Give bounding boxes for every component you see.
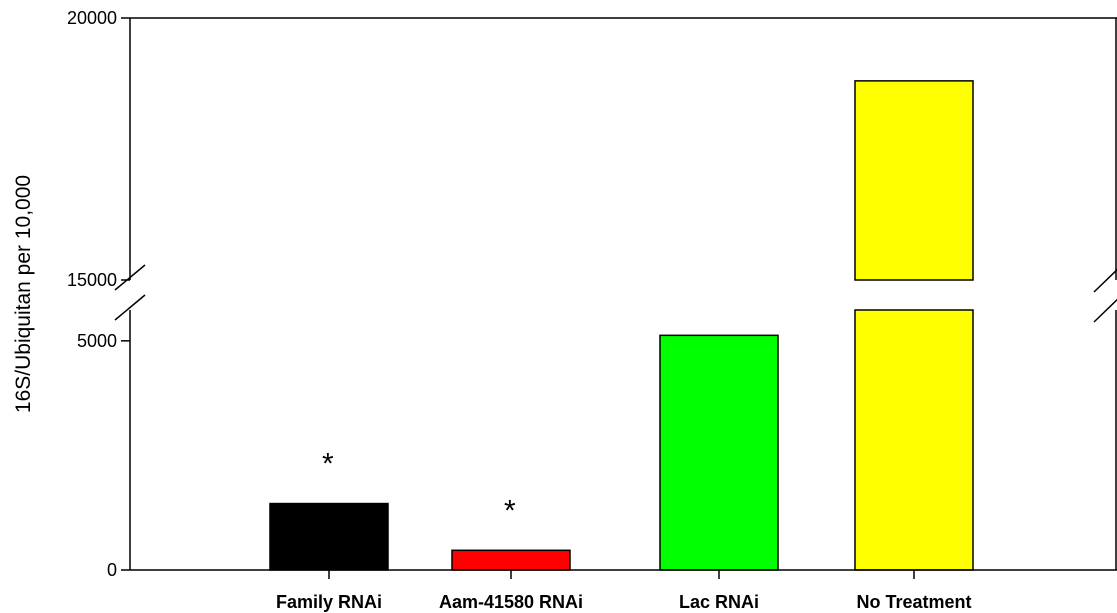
- bar-1: [269, 502, 389, 571]
- y-axis-title: 16S/Ubiquitan per 10,000: [12, 175, 35, 413]
- significance-marker-2: *: [504, 494, 516, 527]
- y-tick-label-2: 5000: [77, 331, 117, 351]
- significance-marker-1: *: [322, 448, 334, 481]
- axis-break-mark-right-1: [1093, 268, 1117, 293]
- y-tick-label-4: 20000: [67, 8, 117, 28]
- axis-break-mark-right-2: [1093, 298, 1117, 323]
- x-tick-label-1: Family RNAi: [276, 592, 382, 612]
- x-tick-label-2: Aam-41580 RNAi: [439, 592, 583, 612]
- x-tick-label-4: No Treatment: [856, 592, 971, 612]
- x-tick-label-3: Lac RNAi: [679, 592, 759, 612]
- axis-break-mark-left-2: [114, 294, 146, 321]
- y-tick-label-3: 15000: [67, 270, 117, 290]
- bar-4-upper: [854, 80, 974, 281]
- bar-3: [659, 334, 779, 571]
- y-tick-label-1: 0: [107, 560, 117, 580]
- bar-2: [451, 549, 571, 571]
- bar-4-lower: [854, 309, 974, 571]
- axis-break-mark-left-1: [114, 264, 146, 291]
